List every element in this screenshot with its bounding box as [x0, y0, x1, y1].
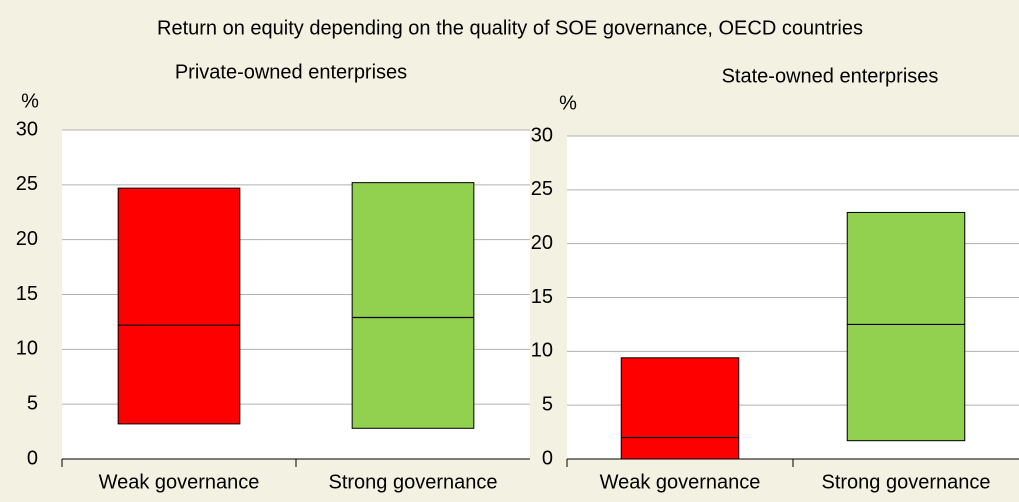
panel-title: Private-owned enterprises — [175, 61, 407, 83]
box — [846, 211, 966, 442]
y-tick-label: 20 — [16, 228, 38, 250]
y-tick-label: 5 — [542, 393, 553, 415]
x-tick-label: Strong governance — [328, 471, 497, 493]
box — [351, 182, 475, 429]
y-tick-label: 20 — [531, 232, 553, 254]
y-tick-label: 25 — [531, 178, 553, 200]
box — [620, 357, 740, 460]
y-tick-label: 15 — [16, 283, 38, 305]
y-tick-label: 15 — [531, 286, 553, 308]
y-tick-label: 5 — [27, 392, 38, 414]
panel-title: State-owned enterprises — [722, 65, 939, 87]
y-tick-label: 30 — [531, 124, 553, 146]
y-tick-label: 30 — [16, 118, 38, 140]
box — [117, 187, 241, 425]
y-tick-label: 0 — [542, 447, 553, 469]
x-tick-label: Weak governance — [600, 471, 761, 493]
y-tick-label: 25 — [16, 173, 38, 195]
x-tick-label: Weak governance — [99, 471, 260, 493]
y-tick-label: 10 — [531, 340, 553, 362]
chart-title: Return on equity depending on the qualit… — [157, 17, 863, 39]
x-tick-label: Strong governance — [821, 471, 990, 493]
y-tick-label: 10 — [16, 338, 38, 360]
y-axis-unit: % — [559, 92, 577, 114]
y-tick-label: 0 — [27, 447, 38, 469]
y-axis-unit: % — [21, 90, 39, 112]
